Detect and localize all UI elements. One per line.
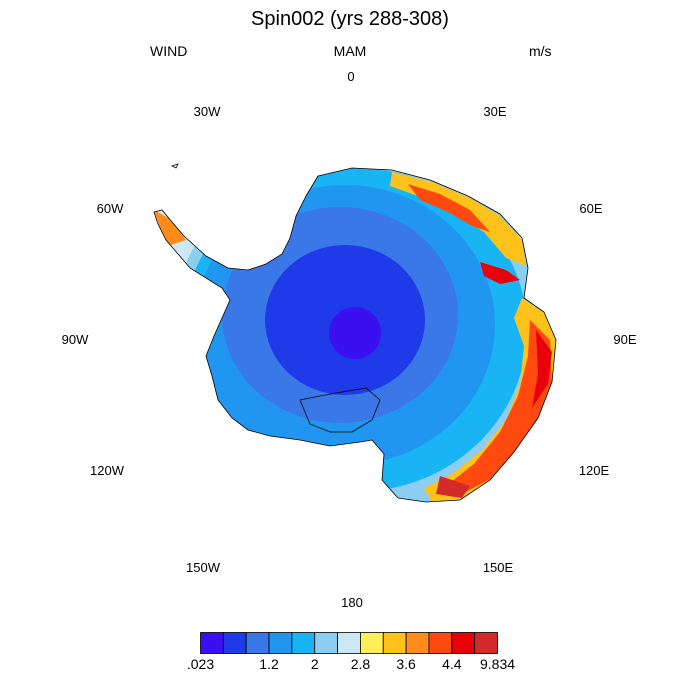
colorbar-tick-label: 3.6 bbox=[396, 656, 416, 672]
colorbar-swatch bbox=[451, 632, 476, 654]
colorbar-swatch bbox=[382, 632, 407, 654]
colorbar-tick-label: 2.8 bbox=[350, 656, 371, 672]
lon-label-150e: 150E bbox=[483, 560, 514, 575]
lon-label-90e: 90E bbox=[613, 332, 636, 347]
ice-shelf-outline bbox=[299, 387, 381, 433]
season-label: MAM bbox=[333, 43, 367, 59]
colorbar-tick-label: 2 bbox=[310, 656, 319, 672]
variable-label: WIND bbox=[150, 43, 188, 59]
colorbar-swatch bbox=[200, 632, 224, 654]
lon-label-180: 180 bbox=[341, 595, 363, 610]
colorbar-labels: .023 1.2 2 2.8 3.6 4.4 9.834 bbox=[0, 656, 700, 676]
lon-label-30w: 30W bbox=[194, 104, 221, 119]
colorbar-swatch bbox=[291, 632, 316, 654]
colorbar-tick-label: 9.834 bbox=[479, 656, 516, 672]
plot-title: Spin002 (yrs 288-308) bbox=[251, 8, 449, 30]
lon-label-60e: 60E bbox=[579, 201, 602, 216]
colorbar-swatch bbox=[405, 632, 430, 654]
colorbar-swatch bbox=[268, 632, 293, 654]
island-outline bbox=[170, 163, 179, 169]
lon-label-120w: 120W bbox=[90, 463, 125, 478]
colorbar-swatch bbox=[245, 632, 270, 654]
lon-label-30e: 30E bbox=[483, 104, 506, 119]
lon-label-60w: 60W bbox=[97, 201, 124, 216]
lon-label-0: 0 bbox=[347, 69, 354, 84]
colorbar-swatch bbox=[337, 632, 361, 654]
coastline bbox=[153, 167, 557, 503]
units-label: m/s bbox=[529, 43, 552, 59]
colorbar-swatch bbox=[314, 632, 338, 654]
lon-label-150w: 150W bbox=[186, 560, 221, 575]
colorbar-swatch bbox=[222, 632, 247, 654]
lon-label-90w: 90W bbox=[62, 332, 89, 347]
colorbar-tick-label: .023 bbox=[186, 656, 215, 672]
colorbar-tick-label: 1.2 bbox=[259, 656, 279, 672]
colorbar bbox=[200, 632, 498, 654]
colorbar-tick-label: 4.4 bbox=[442, 656, 462, 672]
lon-label-120e: 120E bbox=[579, 463, 610, 478]
colorbar-swatch bbox=[360, 632, 384, 654]
colorbar-swatch bbox=[474, 632, 498, 654]
colorbar-swatch bbox=[428, 632, 453, 654]
